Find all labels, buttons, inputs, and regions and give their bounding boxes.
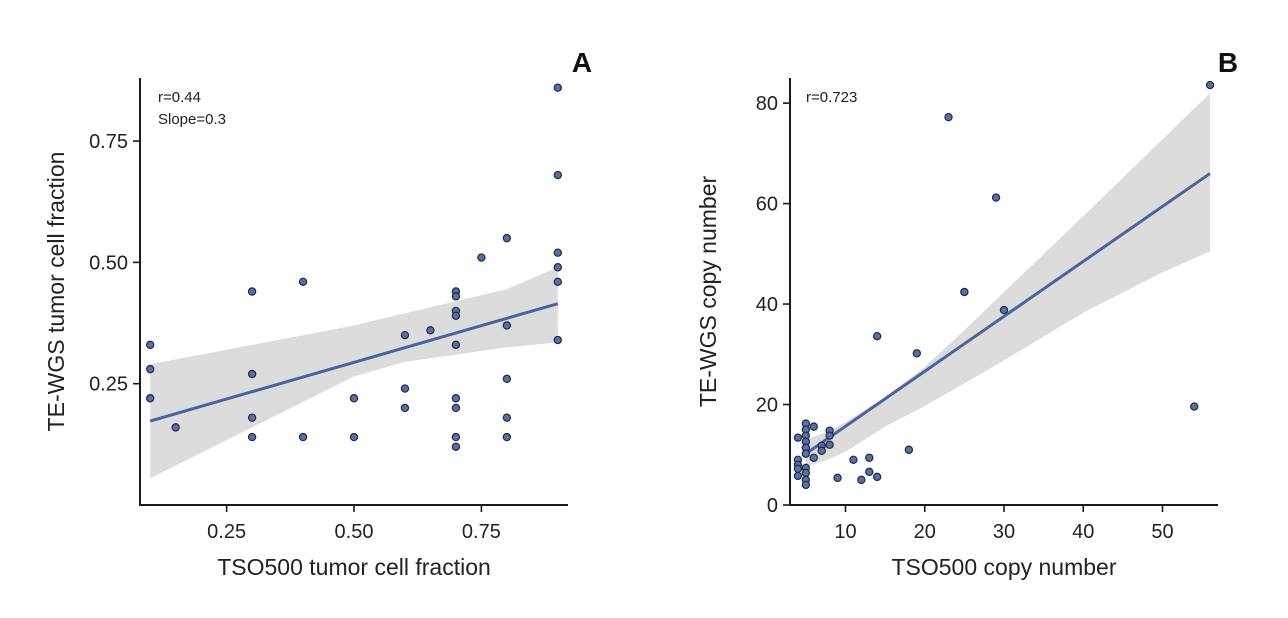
panel-a-point-24: [451, 442, 461, 451]
panel-a-point-4: [247, 287, 257, 296]
panel-b-confidence-band: [805, 93, 1211, 467]
panel-b-point-20: [825, 431, 834, 440]
panel-b-y-axis-title: TE-WGS copy number: [695, 175, 721, 407]
panel-b-x-tick-label: 30: [993, 521, 1015, 543]
panel-a-point-33: [553, 248, 563, 257]
panel-a-point-14: [400, 403, 410, 413]
panel-b-point-0: [793, 433, 803, 442]
panel-b-point-21: [825, 440, 834, 449]
panel-b-point-10: [801, 449, 811, 458]
panel-b-point-29: [904, 445, 914, 454]
panel-a-x-tick-label: 0.25: [207, 521, 246, 543]
panel-b-y-tick-label: 0: [767, 495, 778, 517]
panel-a: 0.25 0.50 0.75 0.25 0.50 0.75 TSO500 tumor cel…: [43, 47, 592, 580]
panel-a-point-9: [298, 432, 308, 442]
panel-a-y-tick-label: 0.50: [89, 252, 128, 274]
panel-b-label: B: [1218, 47, 1238, 78]
panel-b-y-tick-label: 60: [756, 194, 778, 216]
panel-a-y-axis-title: TE-WGS tumor cell fraction: [43, 152, 69, 432]
panel-b-point-18: [817, 446, 826, 455]
panel-a-point-27: [502, 321, 512, 330]
panel-b-point-22: [833, 473, 842, 483]
panel-b: 10 20 30 40 50 0 20 40 60 80 TSO500 copy number TE-…: [695, 47, 1238, 580]
panel-b-y-tick-label: 40: [756, 294, 778, 316]
panel-b-point-23: [849, 455, 858, 464]
panel-b-point-26: [865, 467, 874, 477]
panel-b-point-16: [809, 453, 818, 462]
panel-a-point-29: [502, 413, 512, 422]
panel-b-point-24: [857, 475, 866, 485]
panel-a-point-0: [145, 340, 155, 350]
panel-b-point-35: [1190, 402, 1199, 411]
panel-b-point-32: [960, 287, 969, 297]
panel-a-y-tick-label: 0.75: [89, 131, 128, 153]
panel-a-point-31: [553, 83, 563, 92]
panel-a-point-36: [553, 335, 563, 345]
panel-b-point-4: [793, 471, 803, 481]
panel-b-x-tick-label: 40: [1072, 521, 1094, 543]
panel-b-point-31: [944, 112, 953, 122]
panel-a-regression-line: [149, 302, 559, 423]
panel-a-point-5: [247, 369, 257, 379]
panel-a-point-3: [171, 423, 180, 432]
panel-a-point-30: [502, 432, 512, 442]
panel-a-confidence-band: [150, 267, 558, 479]
panel-a-y-tick-label: 0.25: [89, 374, 128, 396]
panel-b-point-25: [865, 453, 874, 462]
panel-a-point-17: [451, 292, 461, 301]
panel-b-point-15: [809, 422, 818, 431]
panel-a-annotation: r=0.44: [158, 89, 201, 106]
panel-b-point-36: [1205, 80, 1215, 90]
panel-b-x-axis-title: TSO500 copy number: [891, 554, 1116, 580]
panel-a-point-1: [145, 364, 155, 374]
panel-b-point-12: [801, 468, 811, 478]
panel-a-point-22: [451, 403, 461, 413]
panel-a-point-32: [553, 170, 563, 180]
panel-a-x-tick-label: 0.75: [462, 521, 501, 543]
panel-a-point-23: [451, 432, 461, 442]
panel-b-x-tick-label: 50: [1151, 521, 1173, 543]
panel-b-point-33: [991, 193, 1001, 202]
panel-a-point-21: [451, 394, 461, 403]
panel-b-point-34: [999, 305, 1009, 315]
panel-b-x-tick-label: 20: [914, 521, 936, 543]
panel-b-x-tick-label: 10: [834, 521, 856, 543]
panel-a-point-20: [451, 340, 461, 350]
panel-a-point-28: [502, 374, 512, 384]
panel-a-point-25: [477, 253, 486, 262]
panel-a-point-15: [426, 326, 435, 335]
panel-a-point-26: [502, 233, 512, 243]
panel-b-point-27: [872, 332, 882, 341]
panel-b-point-3: [793, 464, 803, 474]
panel-b-point-28: [872, 472, 882, 482]
panel-a-point-6: [247, 413, 257, 422]
panel-a-point-10: [349, 394, 359, 403]
panel-a-annotation: Slope=0.3: [158, 111, 226, 128]
panel-b-y-tick-label: 20: [756, 395, 778, 417]
panel-a-point-35: [553, 277, 563, 286]
panel-a-label: A: [572, 47, 592, 78]
panel-a-x-axis-title: TSO500 tumor cell fraction: [217, 554, 491, 580]
panel-b-point-14: [801, 480, 811, 490]
panel-a-point-8: [298, 277, 308, 286]
panel-a-point-13: [400, 384, 410, 393]
panel-a-point-34: [553, 263, 563, 272]
panel-a-point-11: [349, 432, 359, 442]
panel-a-point-12: [400, 330, 410, 340]
panel-b-regression-line: [804, 172, 1211, 455]
panel-a-point-7: [247, 432, 257, 442]
panel-b-y-tick-label: 80: [756, 93, 778, 115]
panel-b-annotation: r=0.723: [806, 89, 857, 106]
panel-a-point-2: [145, 394, 155, 403]
panel-a-x-tick-label: 0.50: [335, 521, 374, 543]
panel-b-point-30: [912, 349, 922, 358]
panel-a-point-19: [451, 311, 461, 320]
